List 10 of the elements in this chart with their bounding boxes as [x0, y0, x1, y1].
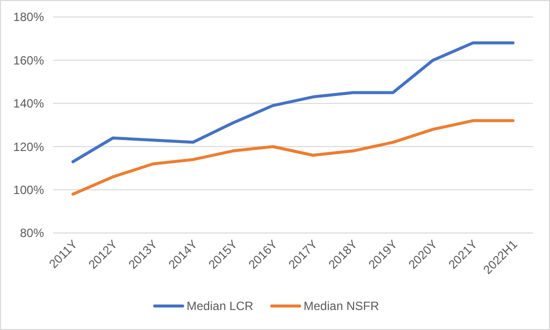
line-series: [72, 119, 514, 196]
legend-label: Median LCR: [186, 299, 254, 314]
y-tick-label: 120%: [13, 140, 44, 154]
y-tick-label: 140%: [13, 96, 44, 111]
y-tick-label: 180%: [13, 10, 44, 24]
y-tick-label: 160%: [13, 53, 44, 68]
y-tick-label: 100%: [13, 183, 44, 197]
line-series: [72, 41, 514, 164]
y-tick-label: 80%: [20, 226, 44, 240]
legend-label: Median NSFR: [304, 299, 380, 314]
